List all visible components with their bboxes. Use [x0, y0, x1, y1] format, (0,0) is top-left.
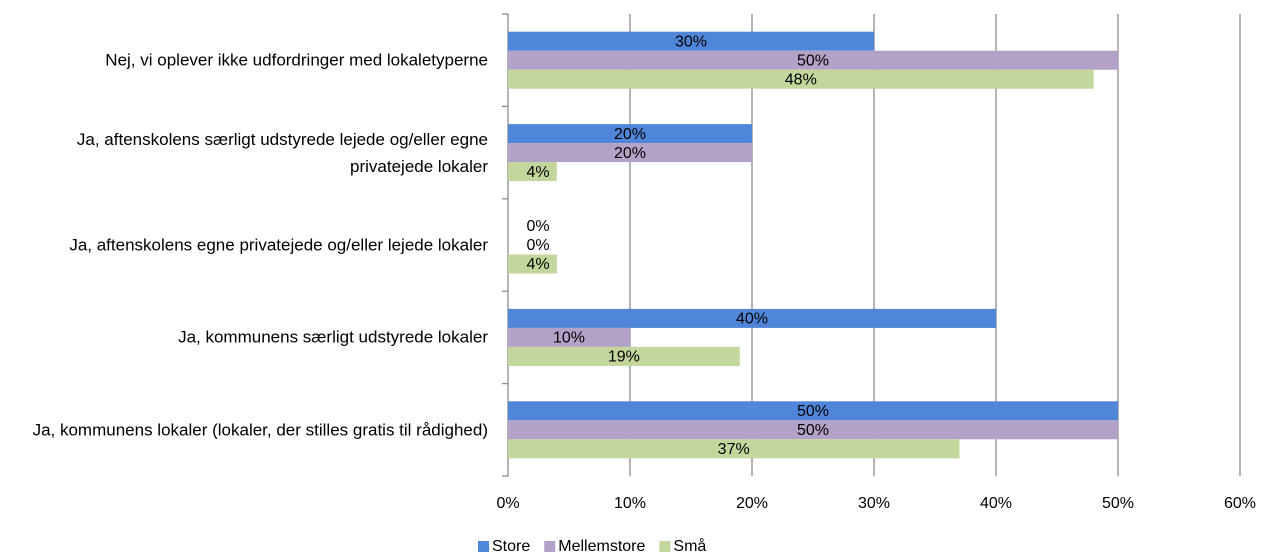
bar: [508, 420, 1118, 440]
x-tick-label: 30%: [858, 495, 890, 512]
category-label: Ja, aftenskolens egne privatejede og/ell…: [69, 235, 488, 255]
data-label: 48%: [785, 71, 817, 88]
data-label: 10%: [553, 330, 585, 347]
data-label: 0%: [526, 218, 549, 235]
bar: [508, 69, 1094, 89]
data-label: 0%: [526, 237, 549, 254]
category-label: Ja, kommunens lokaler (lokaler, der stil…: [32, 420, 488, 440]
bar: [508, 327, 630, 347]
data-label: 4%: [526, 164, 549, 181]
data-label: 19%: [608, 349, 640, 366]
bar: [508, 346, 740, 366]
x-tick-label: 60%: [1224, 495, 1256, 512]
category-label: Ja, kommunens særligt udstyrede lokaler: [178, 327, 488, 347]
data-label: 50%: [797, 422, 829, 439]
legend-swatch: [478, 541, 489, 552]
x-tick-label: 40%: [980, 495, 1012, 512]
bar: [508, 50, 1118, 70]
x-tick-label: 50%: [1102, 495, 1134, 512]
data-label: 50%: [797, 52, 829, 69]
category-label: Ja, aftenskolens særligt udstyrede lejed…: [76, 129, 488, 176]
bar: [508, 31, 874, 51]
bar: [508, 162, 557, 182]
legend-label: Små: [673, 537, 706, 555]
x-tick-label: 10%: [614, 495, 646, 512]
x-tick-label: 0%: [496, 495, 519, 512]
bar: [508, 124, 752, 144]
data-label: 40%: [736, 311, 768, 328]
category-label: Nej, vi oplever ikke udfordringer med lo…: [105, 50, 488, 70]
data-label: 37%: [718, 441, 750, 458]
data-label: 4%: [526, 256, 549, 273]
legend-swatch: [659, 541, 671, 552]
x-tick-label: 20%: [736, 495, 768, 512]
data-label: 30%: [675, 33, 707, 50]
bar: [508, 401, 1118, 421]
data-label: 20%: [614, 126, 646, 143]
bar: [508, 439, 960, 459]
data-label: 50%: [797, 403, 829, 420]
legend-label: Mellemstore: [558, 538, 645, 555]
bar: [508, 254, 557, 274]
legend-swatch: [544, 541, 556, 552]
bar: [508, 308, 996, 328]
legend-label: Store: [492, 538, 530, 555]
data-label: 20%: [614, 145, 646, 162]
bar: [508, 143, 752, 163]
